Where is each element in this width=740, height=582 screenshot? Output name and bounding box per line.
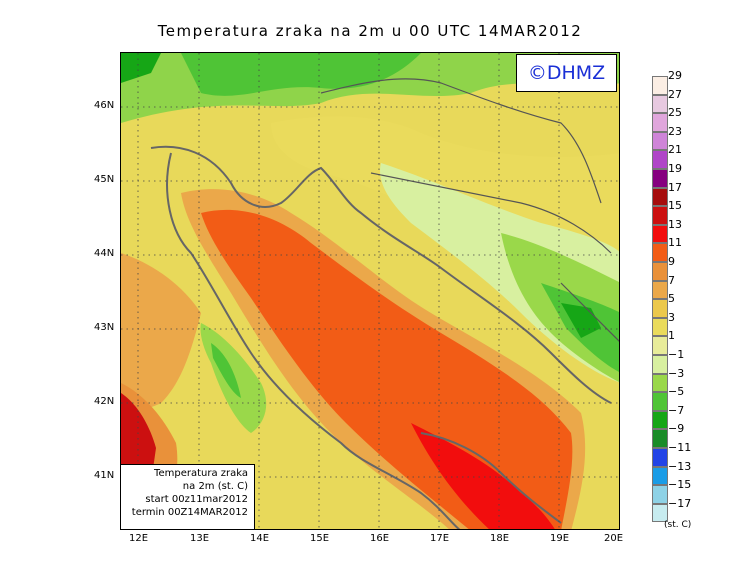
field-cold-north-core <box>181 53 421 96</box>
colorbar-level-label: 29 <box>668 69 682 82</box>
lon-label-12e: 12E <box>129 533 149 544</box>
colorbar-swatch <box>652 373 668 393</box>
field-cold-corner <box>121 53 161 83</box>
lat-label-44n: 44N <box>94 248 115 259</box>
colorbar-level-label: −5 <box>668 385 685 399</box>
colorbar-level-label: 25 <box>668 106 682 120</box>
temperature-map <box>120 52 620 530</box>
colorbar-level-label: 11 <box>668 236 682 250</box>
colorbar-level-label: −11 <box>668 441 692 454</box>
lat-label-42n: 42N <box>94 396 115 407</box>
colorbar-swatch <box>652 355 668 374</box>
colorbar-level-label: −15 <box>668 478 692 492</box>
colorbar-swatch <box>652 466 668 486</box>
map-title: Temperatura zraka na 2m u 00 UTC 14MAR20… <box>157 22 583 40</box>
colorbar-swatch <box>652 280 668 300</box>
colorbar-swatch <box>652 187 668 207</box>
colorbar-level-label: 21 <box>668 143 682 157</box>
colorbar-units: (st. C) <box>664 520 692 530</box>
field-colder-apennines <box>211 343 241 398</box>
colorbar-level-label: 1 <box>668 329 675 343</box>
field-warm-italy <box>121 253 201 413</box>
colorbar-swatch <box>652 76 668 95</box>
coastlines <box>150 145 612 529</box>
lon-label-14e: 14E <box>250 533 270 544</box>
colorbar-swatch <box>652 206 668 225</box>
colorbar-swatch <box>652 429 668 448</box>
lon-label-20e: 20E <box>604 533 624 544</box>
colorbar-level-label: −9 <box>668 422 685 436</box>
colorbar-swatch <box>652 150 668 169</box>
colorbar-swatch <box>652 243 668 262</box>
dhmz-logo: ©DHMZ <box>516 54 617 92</box>
info-box: Temperatura zraka na 2m (st. C) start 00… <box>120 464 255 530</box>
field-hottest-adriatic <box>411 423 555 529</box>
colorbar-level-label: −17 <box>668 496 692 510</box>
colorbar-level-label: 23 <box>668 124 682 138</box>
colorbar-swatch <box>652 169 668 188</box>
colorbar-swatch <box>652 262 668 281</box>
colorbar-level-label: 15 <box>668 199 682 213</box>
info-units: na 2m (st. C) <box>182 481 248 492</box>
colorbar-swatch <box>652 336 668 355</box>
colorbar-swatch <box>652 131 668 151</box>
colorbar-level-label: 13 <box>668 217 682 231</box>
colorbar-swatch <box>652 113 668 132</box>
lat-label-43n: 43N <box>94 322 115 333</box>
colorbar-level-label: 5 <box>668 292 675 306</box>
colorbar-level-label: −3 <box>668 366 685 380</box>
colorbar-swatch <box>652 299 668 318</box>
colorbar-swatch <box>652 224 668 244</box>
lon-label-17e: 17E <box>430 533 450 544</box>
colorbar-swatch <box>652 94 668 114</box>
lon-label-18e: 18E <box>490 533 510 544</box>
lon-label-13e: 13E <box>190 533 210 544</box>
temperature-field-svg <box>121 53 619 529</box>
lon-label-16e: 16E <box>370 533 390 544</box>
colorbar-swatch <box>652 410 668 430</box>
field-hot-adriatic <box>201 209 573 529</box>
lat-label-45n: 45N <box>94 174 115 185</box>
colorbar-swatch <box>652 317 668 337</box>
colorbar-level-label: −1 <box>668 348 685 361</box>
colorbar-swatch <box>652 448 668 467</box>
info-start: start 00z11mar2012 <box>145 494 248 505</box>
colorbar-level-label: 27 <box>668 87 682 101</box>
lat-label-41n: 41N <box>94 470 115 481</box>
colorbar-swatch <box>652 503 668 523</box>
colorbar-swatch <box>652 485 668 504</box>
info-variable: Temperatura zraka <box>154 468 248 479</box>
colorbar-level-label: −13 <box>668 459 692 473</box>
info-termin: termin 00Z14MAR2012 <box>131 507 248 518</box>
lon-label-15e: 15E <box>310 533 330 544</box>
lat-label-46n: 46N <box>94 100 115 111</box>
lon-label-19e: 19E <box>550 533 570 544</box>
colorbar-level-label: 7 <box>668 273 675 287</box>
colorbar-level-label: 3 <box>668 310 675 324</box>
colorbar-level-label: −7 <box>668 403 685 417</box>
colorbar-level-label: 19 <box>668 162 682 175</box>
borders <box>320 78 619 342</box>
colorbar-level-label: 17 <box>668 180 682 194</box>
colorbar-swatch <box>652 392 668 411</box>
field-coldest-dinarides <box>561 303 601 338</box>
colorbar-level-label: 9 <box>668 255 675 268</box>
